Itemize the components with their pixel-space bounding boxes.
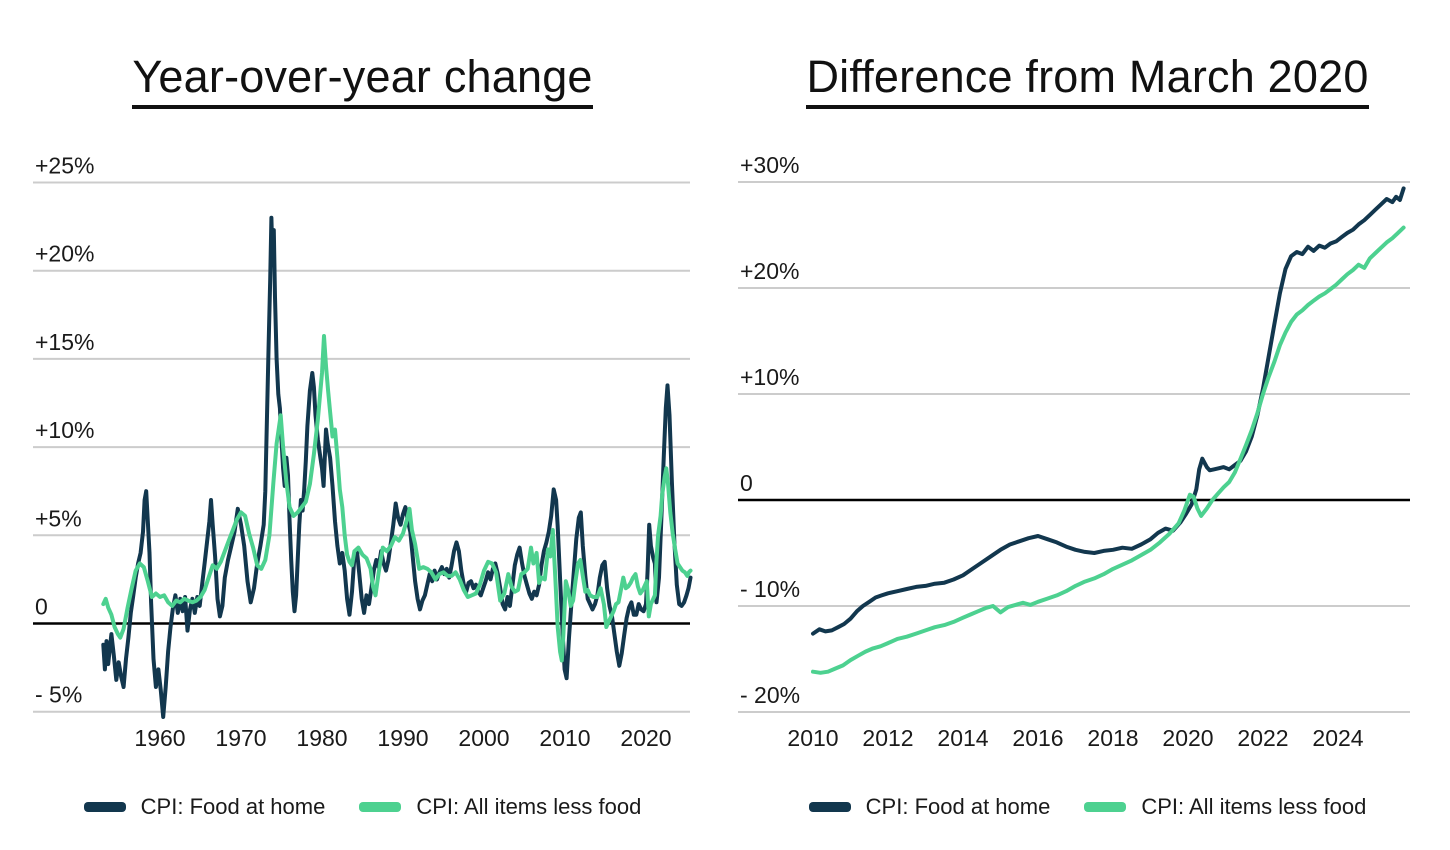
y-tick-label: +20%: [740, 258, 799, 284]
legend-label-all-items: CPI: All items less food: [416, 794, 642, 819]
legend-swatch-all-items-icon: [1084, 802, 1127, 812]
x-tick-label: 2020: [1162, 725, 1213, 751]
legend-swatch-food-icon: [83, 802, 126, 812]
x-tick-label: 2010: [787, 725, 838, 751]
left-chart-title: Year-over-year change: [132, 52, 593, 109]
y-tick-label: +25%: [35, 153, 94, 179]
right-legend: CPI: Food at home CPI: All items less fo…: [725, 794, 1450, 820]
legend-item-all-items: CPI: All items less food: [359, 794, 641, 820]
y-tick-label: 0: [35, 594, 48, 620]
x-tick-label: 2016: [1012, 725, 1063, 751]
y-tick-label: - 10%: [740, 576, 800, 602]
y-tick-label: - 20%: [740, 682, 800, 708]
y-tick-label: +30%: [740, 152, 799, 178]
x-tick-label: 1960: [134, 725, 185, 751]
y-tick-label: 0: [740, 470, 753, 496]
legend-swatch-all-items-icon: [359, 802, 402, 812]
right-title-cell: Difference from March 2020: [725, 52, 1450, 109]
legend-item-food: CPI: Food at home: [83, 794, 326, 820]
x-tick-label: 2024: [1312, 725, 1363, 751]
left-title-cell: Year-over-year change: [0, 52, 725, 109]
series-line-cpi-all-items-less-food: [811, 225, 1406, 675]
series-line-cpi-food-at-home: [811, 186, 1406, 636]
x-tick-label: 1990: [377, 725, 428, 751]
x-tick-label: 2012: [862, 725, 913, 751]
series-line-cpi-food-at-home: [101, 215, 693, 719]
y-tick-label: +10%: [740, 364, 799, 390]
right-chart-title: Difference from March 2020: [806, 52, 1369, 109]
x-tick-label: 2010: [539, 725, 590, 751]
legend-item-food: CPI: Food at home: [808, 794, 1051, 820]
x-tick-label: 2020: [620, 725, 671, 751]
legends-row: CPI: Food at home CPI: All items less fo…: [0, 794, 1450, 820]
y-tick-label: +15%: [35, 329, 94, 355]
y-tick-label: +5%: [35, 505, 82, 531]
x-tick-label: 2014: [937, 725, 988, 751]
y-tick-label: - 5%: [35, 682, 82, 708]
y-tick-label: +20%: [35, 241, 94, 267]
x-tick-label: 1980: [296, 725, 347, 751]
x-tick-label: 2018: [1087, 725, 1138, 751]
x-tick-label: 2022: [1237, 725, 1288, 751]
legend-label-food: CPI: Food at home: [140, 794, 326, 819]
left-legend: CPI: Food at home CPI: All items less fo…: [0, 794, 725, 820]
legend-label-all-items: CPI: All items less food: [1141, 794, 1367, 819]
x-tick-label: 1970: [215, 725, 266, 751]
legend-label-food: CPI: Food at home: [865, 794, 1051, 819]
legend-swatch-food-icon: [808, 802, 851, 812]
titles-row: Year-over-year change Difference from Ma…: [0, 52, 1450, 109]
series-line-cpi-all-items-less-food: [101, 334, 693, 663]
legend-item-all-items: CPI: All items less food: [1084, 794, 1366, 820]
x-tick-label: 2000: [458, 725, 509, 751]
y-tick-label: +10%: [35, 417, 94, 443]
